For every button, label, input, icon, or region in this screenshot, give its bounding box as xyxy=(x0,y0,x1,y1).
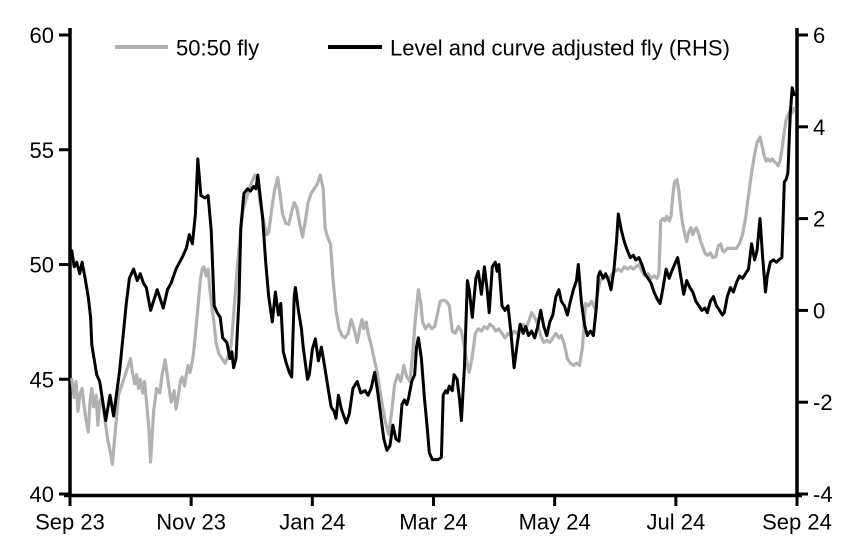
x-axis-tick-label: Sep 24 xyxy=(762,510,832,535)
left-axis-tick-label: 50 xyxy=(30,253,54,278)
left-axis-tick-label: 60 xyxy=(30,23,54,48)
legend-label: 50:50 fly xyxy=(176,36,259,61)
legend-label: Level and curve adjusted fly (RHS) xyxy=(390,36,730,61)
right-axis-tick-label: -4 xyxy=(813,482,833,507)
right-axis-tick-label: -2 xyxy=(813,390,833,415)
x-axis-tick-label: Jan 24 xyxy=(279,510,345,535)
series-line-lhs xyxy=(70,106,796,466)
left-axis-tick-label: 45 xyxy=(30,367,54,392)
x-axis-tick-label: Sep 23 xyxy=(35,510,105,535)
right-axis-tick-label: 2 xyxy=(813,207,825,232)
x-axis-tick-label: Jul 24 xyxy=(646,510,705,535)
x-axis-tick-label: May 24 xyxy=(519,510,591,535)
right-axis-tick-label: 6 xyxy=(813,23,825,48)
x-axis-tick-label: Nov 23 xyxy=(156,510,226,535)
series-line-rhs xyxy=(70,86,796,462)
right-axis-tick-label: 4 xyxy=(813,115,825,140)
left-axis-tick-label: 55 xyxy=(30,138,54,163)
left-axis-tick-label: 40 xyxy=(30,482,54,507)
x-axis-tick-label: Mar 24 xyxy=(399,510,467,535)
right-axis-tick-label: 0 xyxy=(813,298,825,323)
